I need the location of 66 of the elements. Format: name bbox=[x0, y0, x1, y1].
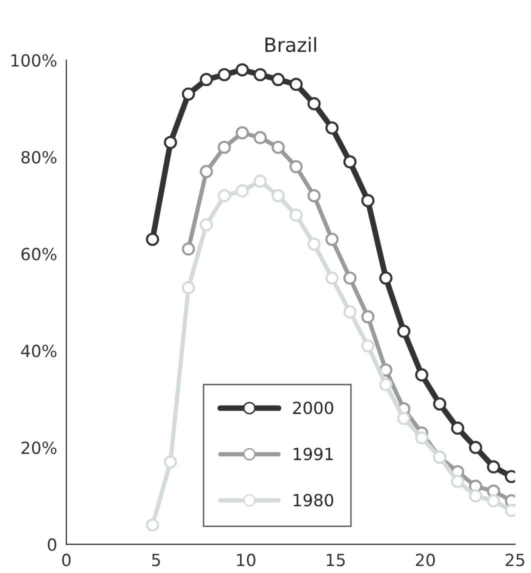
point bbox=[361, 310, 374, 324]
point bbox=[433, 397, 446, 411]
point bbox=[200, 164, 213, 178]
y-tick-label: 20% bbox=[22, 441, 56, 454]
point bbox=[236, 126, 249, 140]
point bbox=[272, 140, 285, 154]
y-tick-label: 0 bbox=[48, 538, 56, 551]
point bbox=[182, 242, 196, 256]
point bbox=[451, 422, 464, 435]
chart-title: Brazil bbox=[266, 37, 316, 52]
point bbox=[146, 232, 160, 246]
point bbox=[397, 412, 410, 426]
point bbox=[254, 68, 267, 82]
point bbox=[290, 160, 303, 174]
x-tick-label: 20 bbox=[416, 554, 435, 566]
point bbox=[254, 131, 267, 144]
point bbox=[272, 189, 285, 202]
point bbox=[164, 455, 178, 469]
point bbox=[254, 174, 267, 188]
point bbox=[218, 140, 231, 154]
point bbox=[236, 184, 249, 198]
point bbox=[218, 189, 231, 202]
point bbox=[468, 489, 482, 503]
x-tick-label: 5 bbox=[152, 554, 160, 566]
x-tick-label: 10 bbox=[237, 554, 256, 566]
point bbox=[290, 78, 303, 91]
legend-label: 2000 bbox=[293, 402, 334, 414]
point bbox=[325, 271, 339, 285]
point bbox=[343, 271, 357, 285]
point bbox=[290, 208, 303, 222]
point bbox=[468, 440, 482, 454]
y-tick-label: 40% bbox=[21, 344, 56, 358]
point bbox=[343, 305, 357, 319]
legend-label: 1980 bbox=[294, 494, 334, 506]
point bbox=[200, 72, 213, 86]
x-tick-label: 15 bbox=[326, 554, 345, 566]
point bbox=[397, 324, 410, 338]
point bbox=[182, 87, 196, 101]
point bbox=[415, 431, 428, 444]
y-tick-label: 100% bbox=[12, 54, 56, 67]
point bbox=[486, 460, 500, 474]
point bbox=[272, 72, 285, 86]
legend-label: 1991 bbox=[294, 448, 333, 460]
x-tick-label: 25 bbox=[506, 554, 524, 566]
point bbox=[200, 218, 213, 232]
point bbox=[307, 97, 321, 110]
point bbox=[379, 271, 392, 285]
point bbox=[236, 63, 249, 76]
x-tick-label: 0 bbox=[62, 554, 71, 566]
y-tick-label: 80% bbox=[21, 150, 56, 164]
point bbox=[182, 281, 196, 294]
point bbox=[325, 232, 339, 246]
point bbox=[343, 155, 357, 168]
point bbox=[486, 494, 500, 508]
point bbox=[325, 121, 339, 135]
point bbox=[361, 194, 374, 208]
point bbox=[307, 238, 321, 251]
point bbox=[218, 68, 231, 82]
point bbox=[146, 518, 160, 532]
point bbox=[379, 378, 392, 392]
point bbox=[361, 339, 374, 352]
point bbox=[451, 474, 464, 488]
point bbox=[164, 136, 178, 150]
point bbox=[415, 368, 428, 382]
point bbox=[307, 189, 321, 202]
y-tick-label: 60% bbox=[21, 248, 56, 260]
